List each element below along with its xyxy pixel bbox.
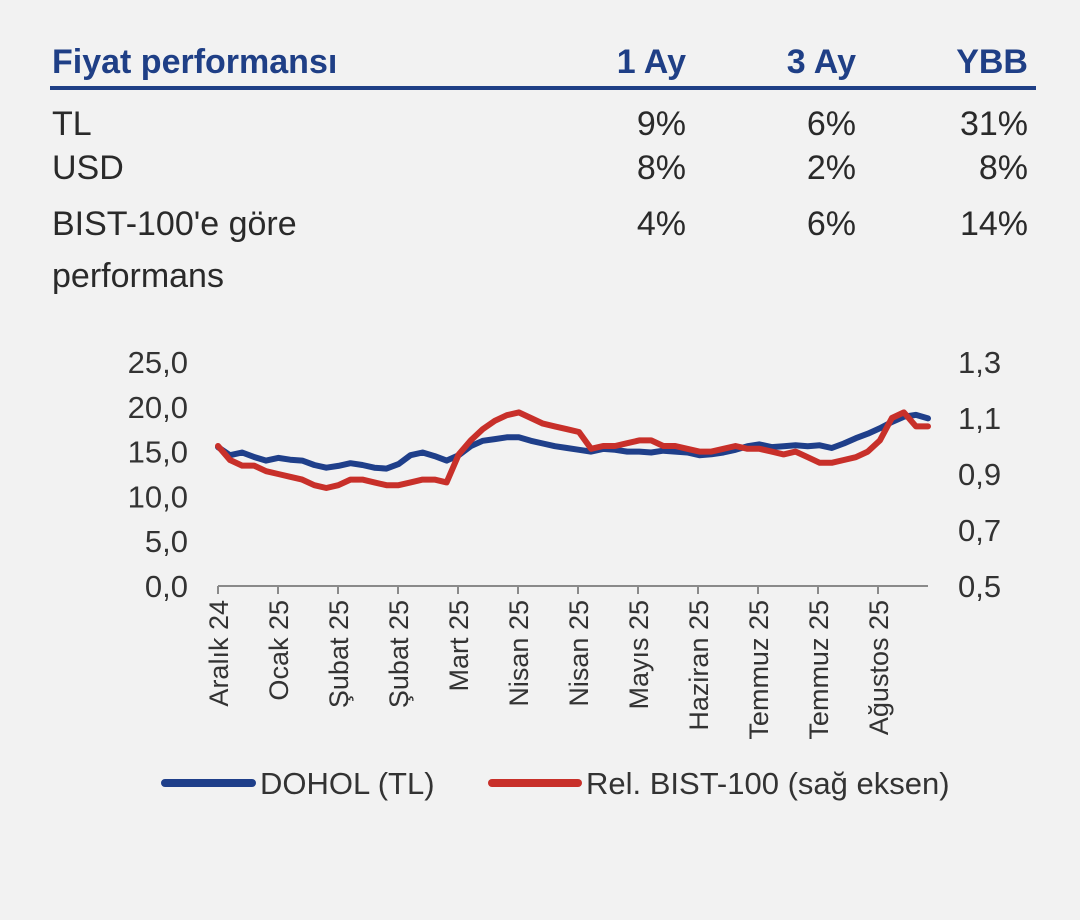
series-line-dohol: [215, 411, 931, 472]
y-right-tick-label: 0,7: [958, 513, 1001, 548]
y-right-tick-label: 1,3: [958, 345, 1001, 380]
cell-value: 2%: [806, 149, 856, 187]
header-3-month: 3 Ay: [786, 43, 856, 81]
performance-table: Fiyat performansı 1 Ay 3 Ay YBB TL 9% 6%…: [50, 38, 1036, 308]
header-1-month: 1 Ay: [616, 43, 686, 81]
cell-value: 31%: [959, 105, 1028, 143]
cell-value: 8%: [636, 149, 686, 187]
cell-value: 8%: [978, 149, 1028, 187]
cell-value: 6%: [806, 105, 856, 143]
table-title: Fiyat performansı: [52, 43, 338, 81]
row-label: BIST-100'e göre performans: [52, 205, 297, 295]
x-tick-label: Temmuz 25: [804, 600, 834, 740]
x-tick-label: Ocak 25: [264, 600, 294, 701]
x-tick-label: Ağustos 25: [864, 600, 894, 735]
x-tick-label: Mayıs 25: [624, 600, 654, 710]
cell-value: 6%: [806, 205, 856, 243]
legend-label-rel-bist: Rel. BIST-100 (sağ eksen): [586, 766, 950, 801]
y-right-tick-label: 1,1: [958, 401, 1001, 436]
cell-value: 4%: [636, 205, 686, 243]
price-chart: 25,0 20,0 15,0 10,0 5,0 0,0 1,3 1,1 0,9 0,7 0,5 Ara…: [0, 330, 1080, 830]
x-tick-label: Nisan 25: [564, 600, 594, 707]
x-tick-label: Şubat 25: [384, 600, 414, 708]
table-row-tl: TL 9% 6% 31%: [50, 98, 1036, 150]
y-left-tick-label: 0,0: [145, 569, 188, 604]
table-row-usd: USD 8% 2% 8%: [50, 142, 1036, 198]
y-left-tick-label: 20,0: [128, 390, 188, 425]
row-label: TL: [52, 105, 92, 143]
line-chart-svg: 25,0 20,0 15,0 10,0 5,0 0,0 1,3 1,1 0,9 0,7 0,5 Ara…: [128, 345, 1001, 801]
x-tick-label: Şubat 25: [324, 600, 354, 708]
y-right-tick-label: 0,5: [958, 569, 1001, 604]
x-tick-label: Aralık 24: [204, 600, 234, 707]
row-label: USD: [52, 149, 124, 187]
y-left-tick-label: 15,0: [128, 435, 188, 470]
table-header: Fiyat performansı 1 Ay 3 Ay YBB: [50, 38, 1036, 90]
y-left-tick-label: 10,0: [128, 479, 188, 514]
table-row-relative: BIST-100'e göre performans 4% 6% 14%: [50, 198, 1036, 308]
legend-label-dohol: DOHOL (TL): [260, 766, 435, 801]
y-right-tick-label: 0,9: [958, 457, 1001, 492]
cell-value: 9%: [636, 105, 686, 143]
x-tick-label: Temmuz 25: [744, 600, 774, 740]
y-left-tick-label: 25,0: [128, 345, 188, 380]
header-ytd: YBB: [956, 43, 1028, 81]
x-tick-label: Nisan 25: [504, 600, 534, 707]
y-left-tick-label: 5,0: [145, 524, 188, 559]
x-tick-label: Haziran 25: [684, 600, 714, 731]
x-tick-label: Mart 25: [444, 600, 474, 692]
cell-value: 14%: [959, 205, 1028, 243]
series-line-rel-bist: [215, 409, 931, 491]
